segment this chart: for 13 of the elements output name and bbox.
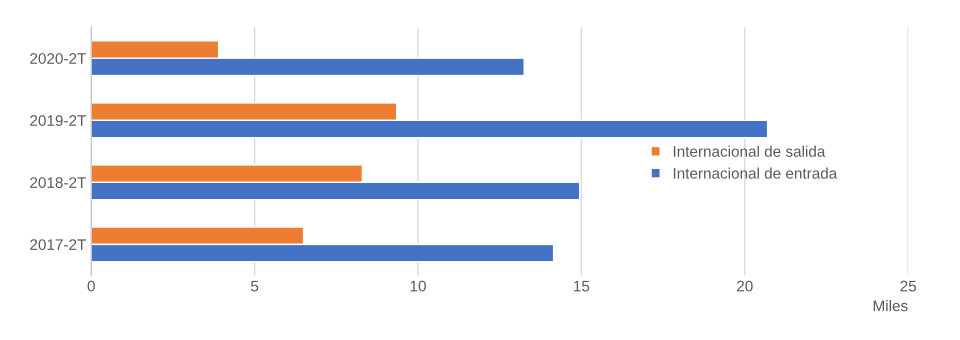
x-tick-label: 10 (410, 280, 426, 292)
y-tick-label: 2018-2T (30, 177, 86, 188)
x-tick-label: 20 (737, 280, 753, 292)
x-tick-label: 0 (88, 280, 95, 292)
x-tick-label: 25 (900, 280, 916, 292)
legend-label: Internacional de entrada (674, 168, 838, 179)
legend-label: Internacional de salida (674, 146, 826, 157)
x-axis-title: Miles (874, 300, 908, 312)
y-tick-label: 2020-2T (30, 53, 86, 64)
y-tick-label: 2019-2T (30, 115, 86, 126)
x-tick-label: 5 (250, 280, 258, 292)
y-tick-label: 2017-2T (30, 239, 86, 250)
x-tick-label: 15 (574, 280, 590, 292)
